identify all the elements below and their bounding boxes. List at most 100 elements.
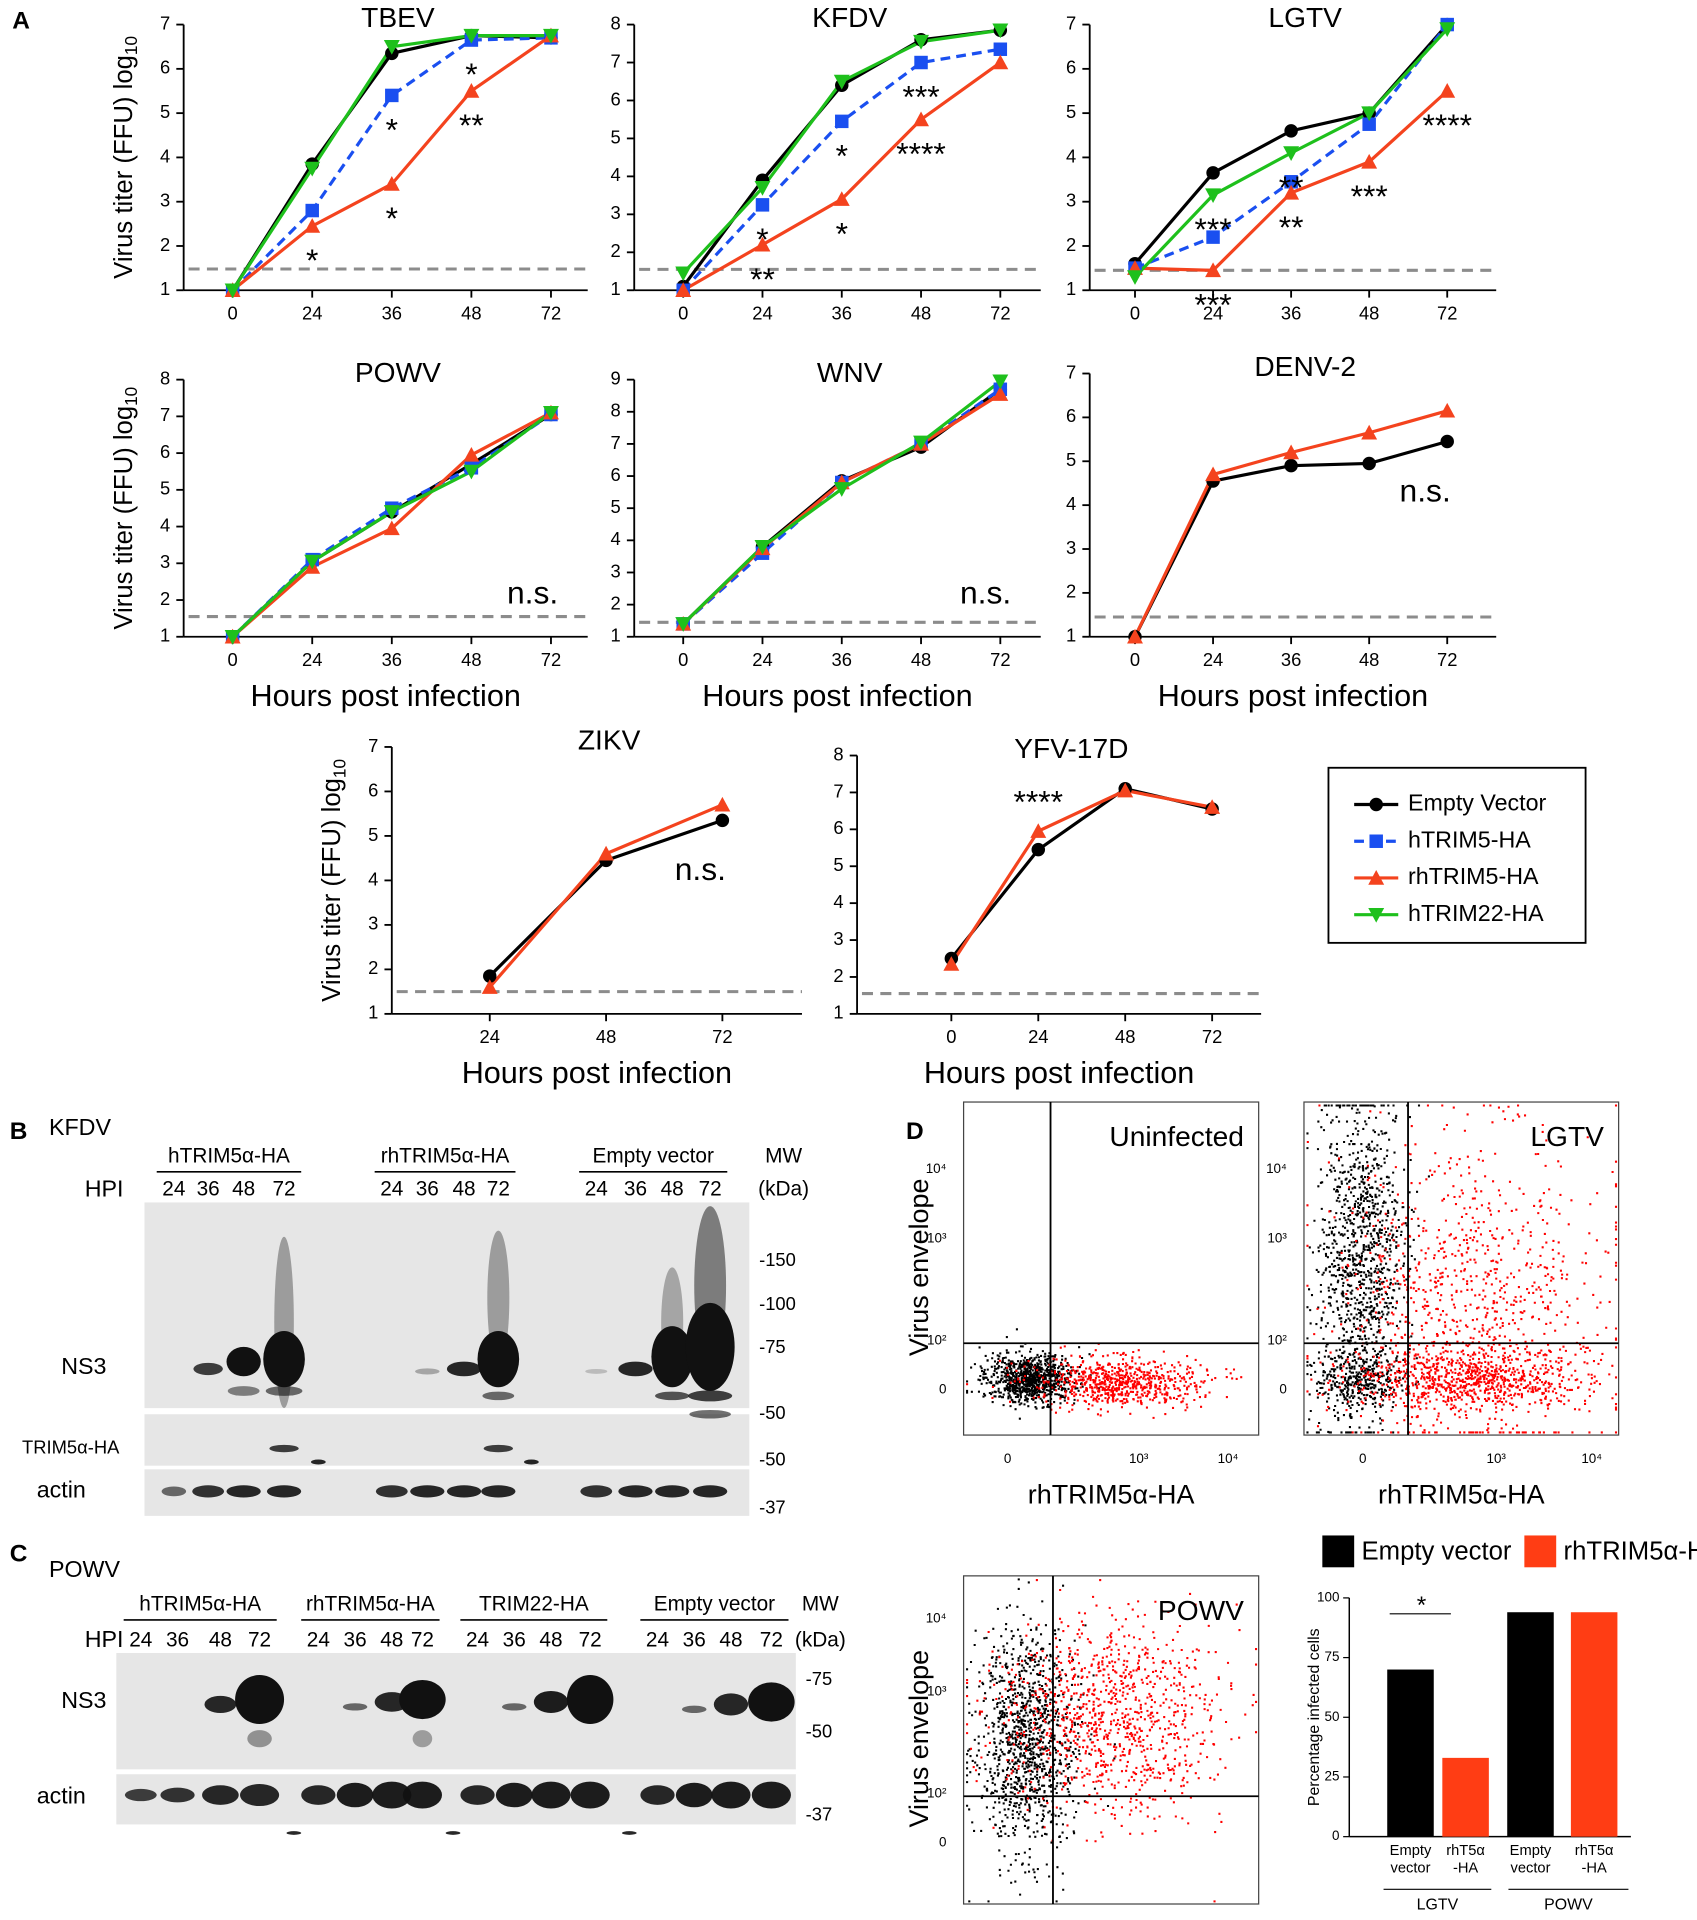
annotation: ** [750, 261, 775, 297]
marker [1284, 124, 1298, 138]
x-tick-label: Empty [1510, 1843, 1552, 1859]
flow-y-tick: 10⁴ [926, 1161, 947, 1176]
y-tick-label: 6 [611, 88, 621, 109]
y-tick-label: 7 [833, 780, 843, 801]
mw-label: MW [765, 1145, 802, 1168]
marker [1206, 166, 1220, 180]
y-tick-label: 1 [1066, 278, 1076, 299]
legend-marker [1369, 834, 1383, 848]
y-tick-label: 6 [833, 817, 843, 838]
lane-label: 24 [466, 1628, 489, 1651]
marker [914, 55, 928, 70]
y-tick-label: 3 [1066, 537, 1076, 558]
band [713, 1693, 749, 1716]
y-axis-label-sub: 10 [121, 387, 141, 406]
lane-label: 36 [197, 1178, 220, 1201]
x-tick-label: 0 [678, 649, 688, 670]
marker [304, 554, 321, 570]
y-tick-label: 7 [1066, 361, 1076, 382]
y-tick-label: 5 [368, 824, 378, 845]
marker [1283, 444, 1300, 460]
flow-title: Uninfected [1109, 1121, 1244, 1152]
x-tick-label: 48 [1359, 303, 1379, 324]
group-label: POWV [1544, 1896, 1593, 1913]
y-tick-label: 4 [368, 868, 378, 889]
y-tick-label: 6 [368, 779, 378, 800]
y-tick-label: 3 [160, 551, 170, 572]
group-label: Empty vector [654, 1593, 775, 1616]
y-axis-label: Percentage infected cells [1306, 1628, 1323, 1806]
flow-dots [966, 1342, 1243, 1419]
y-tick-label: 100 [1317, 1589, 1339, 1604]
lane-label: 36 [166, 1628, 189, 1651]
chart-title: DENV-2 [1254, 351, 1356, 382]
chart-title: POWV [355, 357, 441, 388]
band [372, 1781, 412, 1809]
band [681, 1705, 707, 1713]
marker [675, 266, 692, 282]
marker [383, 176, 400, 191]
band [402, 1781, 443, 1809]
mw-marker: -100 [759, 1293, 796, 1314]
band [336, 1782, 374, 1808]
y-tick-label: 3 [611, 202, 621, 223]
y-tick-label: 5 [1066, 101, 1076, 122]
marker [992, 54, 1009, 70]
y-tick-label: 5 [160, 101, 170, 122]
x-tick-label: 0 [228, 303, 238, 324]
band [202, 1785, 239, 1805]
band [412, 1730, 433, 1748]
legend-label: Empty vector [1362, 1537, 1512, 1565]
y-tick-label: 8 [611, 400, 621, 421]
y-tick-label: 3 [611, 560, 621, 581]
lane-label: 72 [760, 1628, 783, 1651]
y-tick-label: 4 [611, 528, 621, 549]
annotation: n.s. [960, 575, 1011, 611]
x-axis-label: Hours post infection [462, 1056, 732, 1090]
group-label: Empty vector [593, 1145, 714, 1168]
y-tick-label: 2 [833, 965, 843, 986]
x-tick-label: 24 [480, 1026, 500, 1047]
flow-y-tick: 0 [939, 1834, 946, 1849]
marker [1283, 184, 1300, 200]
marker [1205, 466, 1222, 482]
flow-y-tick: 10² [927, 1785, 947, 1800]
marker [1284, 458, 1298, 473]
y-tick-label: 8 [833, 743, 843, 764]
band [524, 1459, 539, 1465]
group-label: LGTV [1417, 1896, 1459, 1913]
y-tick-label: 5 [1066, 449, 1076, 470]
y-tick-label: 4 [833, 891, 843, 912]
band [124, 1788, 157, 1802]
band [501, 1703, 527, 1711]
annotation: * [386, 112, 398, 148]
y-tick-label: 2 [368, 957, 378, 978]
marker [992, 386, 1009, 401]
y-tick-label: 2 [160, 588, 170, 609]
marker [1439, 402, 1456, 418]
flow-x-label: rhTRIM5α-HA [1028, 1479, 1195, 1509]
series-line [682, 392, 1002, 626]
marker [463, 28, 480, 44]
y-axis-label-text: Virus titer (FFU) log [110, 55, 138, 279]
band [227, 1386, 260, 1396]
band [446, 1485, 482, 1498]
marker [675, 282, 692, 297]
x-tick-label: 36 [382, 649, 402, 670]
band [481, 1485, 516, 1498]
y-tick-label: 6 [1066, 57, 1076, 78]
marker [835, 114, 849, 129]
mw-marker: -50 [759, 1449, 786, 1470]
flow-y-tick: 10² [1267, 1332, 1287, 1347]
marker [993, 42, 1008, 56]
flow-x-tick: 0 [1004, 1451, 1011, 1466]
legend-label: hTRIM22-HA [1408, 900, 1544, 926]
band [269, 1444, 299, 1453]
blot-image [144, 1414, 750, 1466]
y-tick-label: 8 [160, 367, 170, 388]
band [533, 1690, 569, 1713]
band [161, 1486, 187, 1497]
marker [224, 283, 241, 299]
series-line [950, 787, 1213, 960]
flow-x-tick: 10³ [1486, 1451, 1506, 1466]
